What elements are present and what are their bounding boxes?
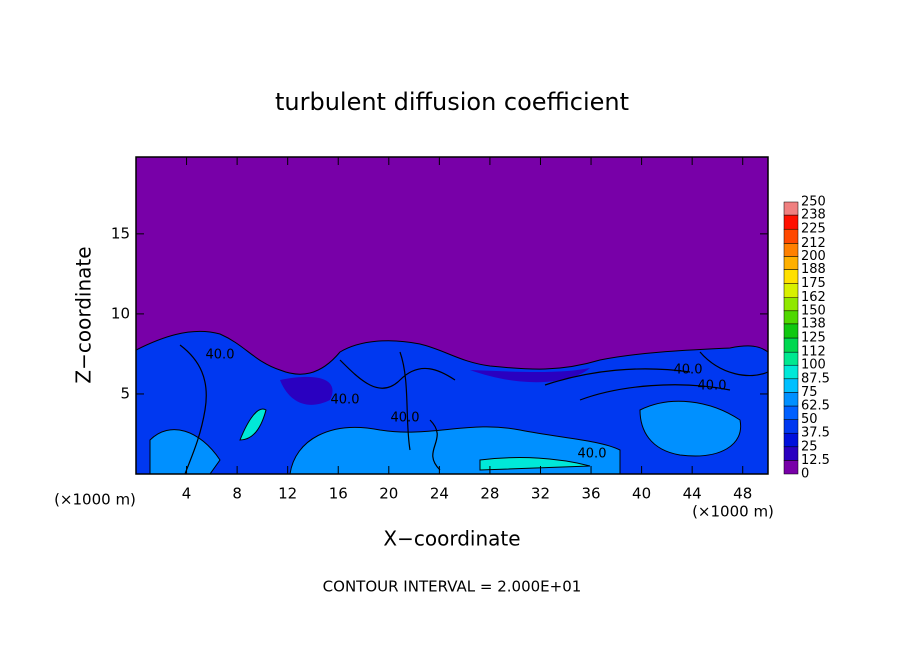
x-tick-label: 24 bbox=[430, 485, 449, 503]
contour-label: 40.0 bbox=[698, 379, 727, 394]
y-tick-label: 15 bbox=[111, 224, 130, 242]
x-tick-label: 44 bbox=[683, 485, 702, 503]
colorbar-label: 188 bbox=[801, 262, 826, 277]
colorbar-label: 0 bbox=[801, 467, 809, 482]
footer-note: CONTOUR INTERVAL = 2.000E+01 bbox=[323, 578, 582, 596]
colorbar-label: 250 bbox=[801, 195, 826, 210]
y-unit-label: (×1000 m) bbox=[54, 491, 136, 509]
colorbar-cell bbox=[783, 243, 799, 257]
colorbar-cell bbox=[783, 446, 799, 461]
x-tick-label: 40 bbox=[632, 485, 651, 503]
colorbar-cell bbox=[783, 323, 799, 339]
contour-label: 40.0 bbox=[578, 447, 607, 462]
contour-label: 40.0 bbox=[391, 411, 420, 426]
x-tick-label: 8 bbox=[232, 485, 242, 503]
colorbar-label: 12.5 bbox=[801, 453, 830, 468]
colorbar-label: 175 bbox=[801, 276, 826, 291]
colorbar-label: 62.5 bbox=[801, 399, 830, 414]
contour-lines bbox=[179, 344, 768, 474]
colorbar-cell bbox=[783, 256, 799, 270]
colorbar-cell bbox=[783, 364, 799, 380]
colorbar-label: 87.5 bbox=[801, 371, 830, 386]
colorbar-cell bbox=[783, 432, 799, 448]
colorbar-label: 25 bbox=[801, 439, 818, 454]
colorbar-cell bbox=[783, 228, 799, 244]
x-tick-label: 4 bbox=[182, 485, 192, 503]
colorbar-cell bbox=[783, 351, 799, 366]
colorbar-label: 50 bbox=[801, 412, 818, 427]
x-tick-label: 20 bbox=[379, 485, 398, 503]
colorbar-label: 200 bbox=[801, 249, 826, 264]
colorbar-cell bbox=[783, 337, 799, 353]
y-tick-label: 10 bbox=[111, 304, 130, 322]
field bbox=[136, 157, 768, 474]
x-tick-label: 12 bbox=[278, 485, 297, 503]
colorbar-label: 75 bbox=[801, 385, 818, 400]
colorbar-cell bbox=[783, 392, 799, 407]
turbulent-layer bbox=[136, 330, 768, 474]
y-axis-label: Z−coordinate bbox=[72, 246, 96, 383]
colorbar-cell bbox=[783, 460, 799, 475]
contour-label: 40.0 bbox=[331, 393, 360, 408]
colorbar-cell bbox=[783, 310, 799, 325]
colorbar-cell bbox=[783, 214, 799, 230]
colorbar-label: 162 bbox=[801, 290, 826, 305]
strong-region bbox=[149, 400, 742, 474]
colorbar-cell bbox=[783, 419, 799, 434]
colorbar-cell bbox=[783, 297, 799, 312]
colorbar-cell bbox=[783, 405, 799, 420]
colorbar-label: 138 bbox=[801, 316, 826, 331]
y-tick-label: 5 bbox=[120, 384, 130, 402]
colorbar-label: 112 bbox=[801, 345, 826, 360]
peak-region bbox=[239, 408, 591, 471]
x-tick-label: 48 bbox=[733, 485, 752, 503]
colorbar-label: 100 bbox=[801, 358, 826, 373]
x-tick-label: 32 bbox=[531, 485, 550, 503]
x-unit-label: (×1000 m) bbox=[692, 503, 774, 521]
colorbar-label: 225 bbox=[801, 222, 826, 237]
weak-region bbox=[280, 368, 590, 405]
colorbar-label: 37.5 bbox=[801, 426, 830, 441]
colorbar-cell bbox=[783, 269, 799, 284]
x-tick-label: 36 bbox=[581, 485, 600, 503]
colorbar-cell bbox=[783, 378, 799, 393]
colorbar-cell bbox=[783, 201, 799, 216]
x-tick-label: 28 bbox=[480, 485, 499, 503]
x-tick-label: 16 bbox=[329, 485, 348, 503]
contour-label: 40.0 bbox=[206, 348, 235, 363]
colorbar-label: 150 bbox=[801, 303, 826, 318]
contour-label: 40.0 bbox=[674, 363, 703, 378]
x-axis-label: X−coordinate bbox=[383, 527, 520, 551]
colorbar-label: 125 bbox=[801, 331, 826, 346]
chart-title: turbulent diffusion coefficient bbox=[275, 88, 629, 116]
colorbar-label: 212 bbox=[801, 236, 826, 251]
plot-frame bbox=[135, 156, 769, 475]
colorbar-label: 238 bbox=[801, 208, 826, 223]
colorbar-cell bbox=[783, 283, 799, 298]
